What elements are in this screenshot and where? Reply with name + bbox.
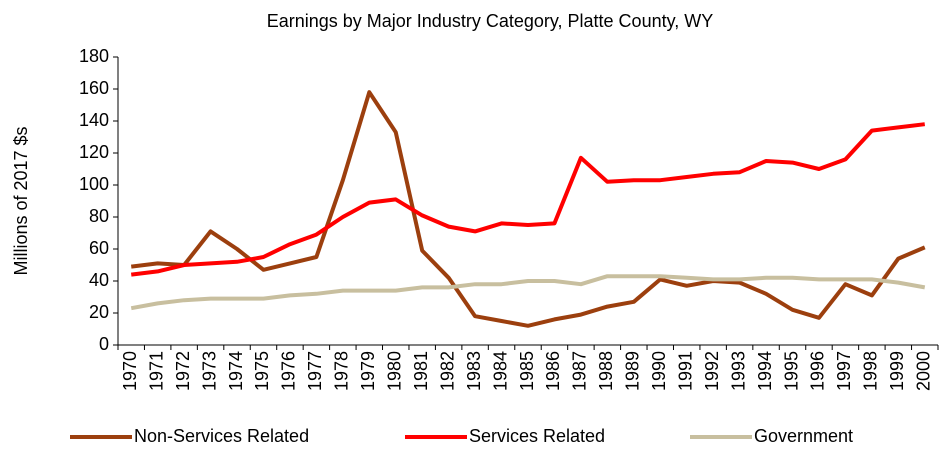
y-tick-label: 60 xyxy=(89,238,109,258)
x-tick-label: 1974 xyxy=(226,351,246,391)
chart-title: Earnings by Major Industry Category, Pla… xyxy=(267,11,714,31)
y-tick-label: 160 xyxy=(79,78,109,98)
x-tick-label: 1973 xyxy=(199,351,219,391)
legend-label: Government xyxy=(754,426,853,446)
x-tick-label: 1985 xyxy=(517,351,537,391)
x-tick-label: 1999 xyxy=(887,351,907,391)
series-line xyxy=(130,274,926,311)
series-line xyxy=(130,122,926,277)
x-tick-label: 1979 xyxy=(358,351,378,391)
y-tick-label: 100 xyxy=(79,174,109,194)
y-tick-label: 0 xyxy=(99,334,109,354)
x-tick-label: 1983 xyxy=(464,351,484,391)
legend-label: Non-Services Related xyxy=(134,426,309,446)
x-tick-label: 1991 xyxy=(675,351,695,391)
x-tick-label: 1986 xyxy=(543,351,563,391)
x-tick-label: 1994 xyxy=(755,351,775,391)
x-tick-label: 1981 xyxy=(411,351,431,391)
x-tick-label: 1976 xyxy=(279,351,299,391)
y-tick-label: 120 xyxy=(79,142,109,162)
x-tick-label: 1992 xyxy=(702,351,722,391)
x-tick-label: 1982 xyxy=(437,351,457,391)
x-tick-label: 1978 xyxy=(332,351,352,391)
x-tick-label: 1970 xyxy=(120,351,140,391)
y-axis-label: Millions of 2017 $s xyxy=(11,126,31,275)
x-tick-label: 1987 xyxy=(570,351,590,391)
x-tick-label: 1971 xyxy=(146,351,166,391)
x-tick-label: 1997 xyxy=(834,351,854,391)
x-tick-label: 1972 xyxy=(173,351,193,391)
x-tick-label: 2000 xyxy=(914,351,934,391)
x-tick-label: 1990 xyxy=(649,351,669,391)
x-tick-label: 1988 xyxy=(596,351,616,391)
x-tick-label: 1980 xyxy=(384,351,404,391)
x-tick-label: 1996 xyxy=(808,351,828,391)
y-tick-label: 40 xyxy=(89,270,109,290)
y-tick-label: 140 xyxy=(79,110,109,130)
x-tick-label: 1975 xyxy=(252,351,272,391)
y-tick-label: 20 xyxy=(89,302,109,322)
legend-label: Services Related xyxy=(469,426,605,446)
y-tick-label: 180 xyxy=(79,46,109,66)
series-line xyxy=(130,90,926,328)
x-tick-label: 1989 xyxy=(623,351,643,391)
x-tick-label: 1995 xyxy=(781,351,801,391)
x-tick-label: 1984 xyxy=(490,351,510,391)
x-tick-label: 1993 xyxy=(728,351,748,391)
x-tick-label: 1998 xyxy=(861,351,881,391)
y-tick-label: 80 xyxy=(89,206,109,226)
x-tick-label: 1977 xyxy=(305,351,325,391)
